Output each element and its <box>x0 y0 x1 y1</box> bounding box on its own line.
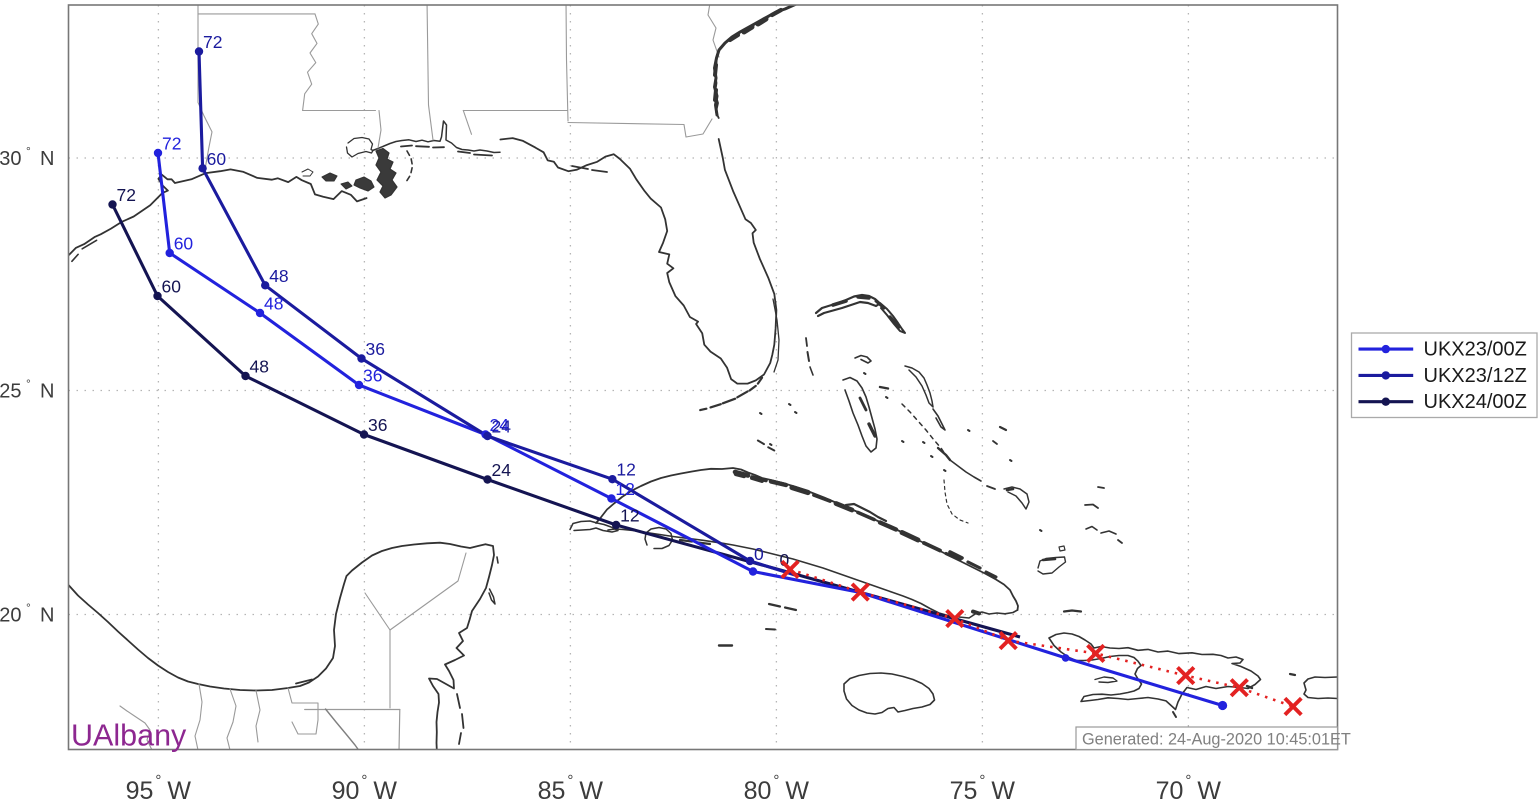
svg-text:72: 72 <box>203 32 222 52</box>
svg-text:72: 72 <box>162 134 181 154</box>
svg-text:W: W <box>785 777 809 804</box>
svg-text:W: W <box>579 777 603 804</box>
svg-text:48: 48 <box>264 294 283 314</box>
svg-text:UKX23/00Z: UKX23/00Z <box>1424 339 1527 361</box>
svg-text:0: 0 <box>780 550 790 570</box>
svg-text:0: 0 <box>754 544 764 564</box>
svg-text:°: ° <box>1185 772 1191 789</box>
svg-text:UKX24/00Z: UKX24/00Z <box>1424 391 1527 413</box>
svg-text:75: 75 <box>950 777 978 804</box>
svg-text:20: 20 <box>0 605 22 627</box>
svg-text:°: ° <box>361 772 367 789</box>
svg-text:36: 36 <box>363 366 382 386</box>
svg-text:UAlbany: UAlbany <box>71 719 187 753</box>
svg-text:48: 48 <box>269 266 288 286</box>
svg-text:12: 12 <box>616 460 635 480</box>
svg-text:70: 70 <box>1156 777 1184 804</box>
svg-text:36: 36 <box>366 339 385 359</box>
svg-text:24: 24 <box>490 415 510 435</box>
svg-text:°: ° <box>979 772 985 789</box>
svg-text:°: ° <box>26 601 31 615</box>
svg-text:N: N <box>40 381 54 403</box>
svg-text:60: 60 <box>162 277 182 297</box>
svg-text:N: N <box>40 148 54 170</box>
svg-text:85: 85 <box>538 777 566 804</box>
svg-text:60: 60 <box>174 234 194 254</box>
svg-text:°: ° <box>567 772 573 789</box>
svg-text:95: 95 <box>126 777 154 804</box>
svg-text:12: 12 <box>620 506 639 526</box>
svg-text:W: W <box>373 777 397 804</box>
svg-text:60: 60 <box>207 149 227 169</box>
svg-text:24: 24 <box>492 460 512 480</box>
svg-text:25: 25 <box>0 381 22 403</box>
svg-text:°: ° <box>26 377 31 391</box>
svg-text:°: ° <box>155 772 161 789</box>
svg-text:24: 24 <box>492 417 512 437</box>
svg-text:°: ° <box>26 144 31 158</box>
svg-text:80: 80 <box>744 777 772 804</box>
svg-text:30: 30 <box>0 148 22 170</box>
svg-text:W: W <box>1197 777 1221 804</box>
svg-text:N: N <box>40 605 54 627</box>
svg-text:90: 90 <box>332 777 360 804</box>
svg-text:°: ° <box>773 772 779 789</box>
svg-text:72: 72 <box>117 185 136 205</box>
svg-text:12: 12 <box>615 479 634 499</box>
svg-text:48: 48 <box>250 357 269 377</box>
svg-text:Generated: 24-Aug-2020 10:45:0: Generated: 24-Aug-2020 10:45:01ET <box>1082 731 1351 749</box>
svg-text:UKX23/12Z: UKX23/12Z <box>1424 365 1527 387</box>
svg-text:W: W <box>167 777 191 804</box>
svg-text:36: 36 <box>368 415 387 435</box>
svg-text:W: W <box>991 777 1015 804</box>
